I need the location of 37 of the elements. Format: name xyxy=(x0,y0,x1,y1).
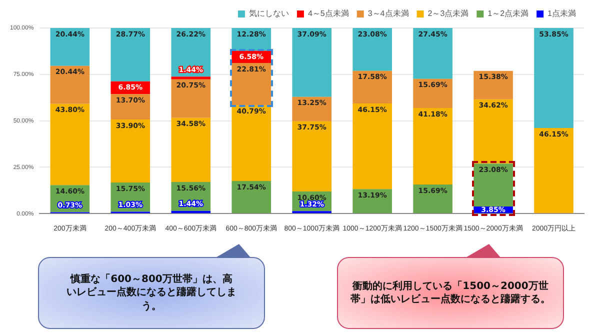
bar xyxy=(352,70,392,104)
bar xyxy=(534,128,574,214)
bar xyxy=(292,96,332,122)
bar xyxy=(474,70,513,100)
legend-label: 気にしない xyxy=(248,9,289,18)
bar xyxy=(534,28,574,128)
bar xyxy=(110,120,150,182)
bar xyxy=(352,103,392,190)
legend-label: 2～3点未満 xyxy=(428,9,469,18)
bar xyxy=(474,99,513,164)
bar xyxy=(50,104,90,186)
bar xyxy=(50,66,90,104)
bar xyxy=(110,28,150,82)
speech-bubble: 衝動的に利用している「1500～2000万世帯」は低いレビュー点数になると躊躇する。 xyxy=(337,257,564,329)
bar xyxy=(292,121,332,192)
bar xyxy=(232,105,272,182)
legend-label: 1～2点未満 xyxy=(488,9,529,18)
bar xyxy=(413,78,452,108)
legend-label: 4～5点未満 xyxy=(308,9,349,18)
bar xyxy=(50,28,90,66)
speech-bubble: 慎重な「600～800万世帯」は、高いレビュー点数になると躊躇してしまう。 xyxy=(38,257,265,329)
legend-label: 3～4点未満 xyxy=(368,9,409,18)
bar xyxy=(352,28,392,71)
bar xyxy=(474,164,513,206)
bar xyxy=(171,79,211,118)
bar xyxy=(413,184,452,214)
bar xyxy=(171,210,211,214)
bar xyxy=(292,28,332,97)
bar xyxy=(110,94,150,120)
bar xyxy=(171,118,211,182)
bar xyxy=(232,63,272,106)
bar xyxy=(413,28,452,79)
legend-label: 1点未満 xyxy=(548,9,576,18)
bar xyxy=(171,76,211,80)
bar xyxy=(232,181,272,214)
bar xyxy=(413,108,452,184)
bar xyxy=(352,189,392,214)
